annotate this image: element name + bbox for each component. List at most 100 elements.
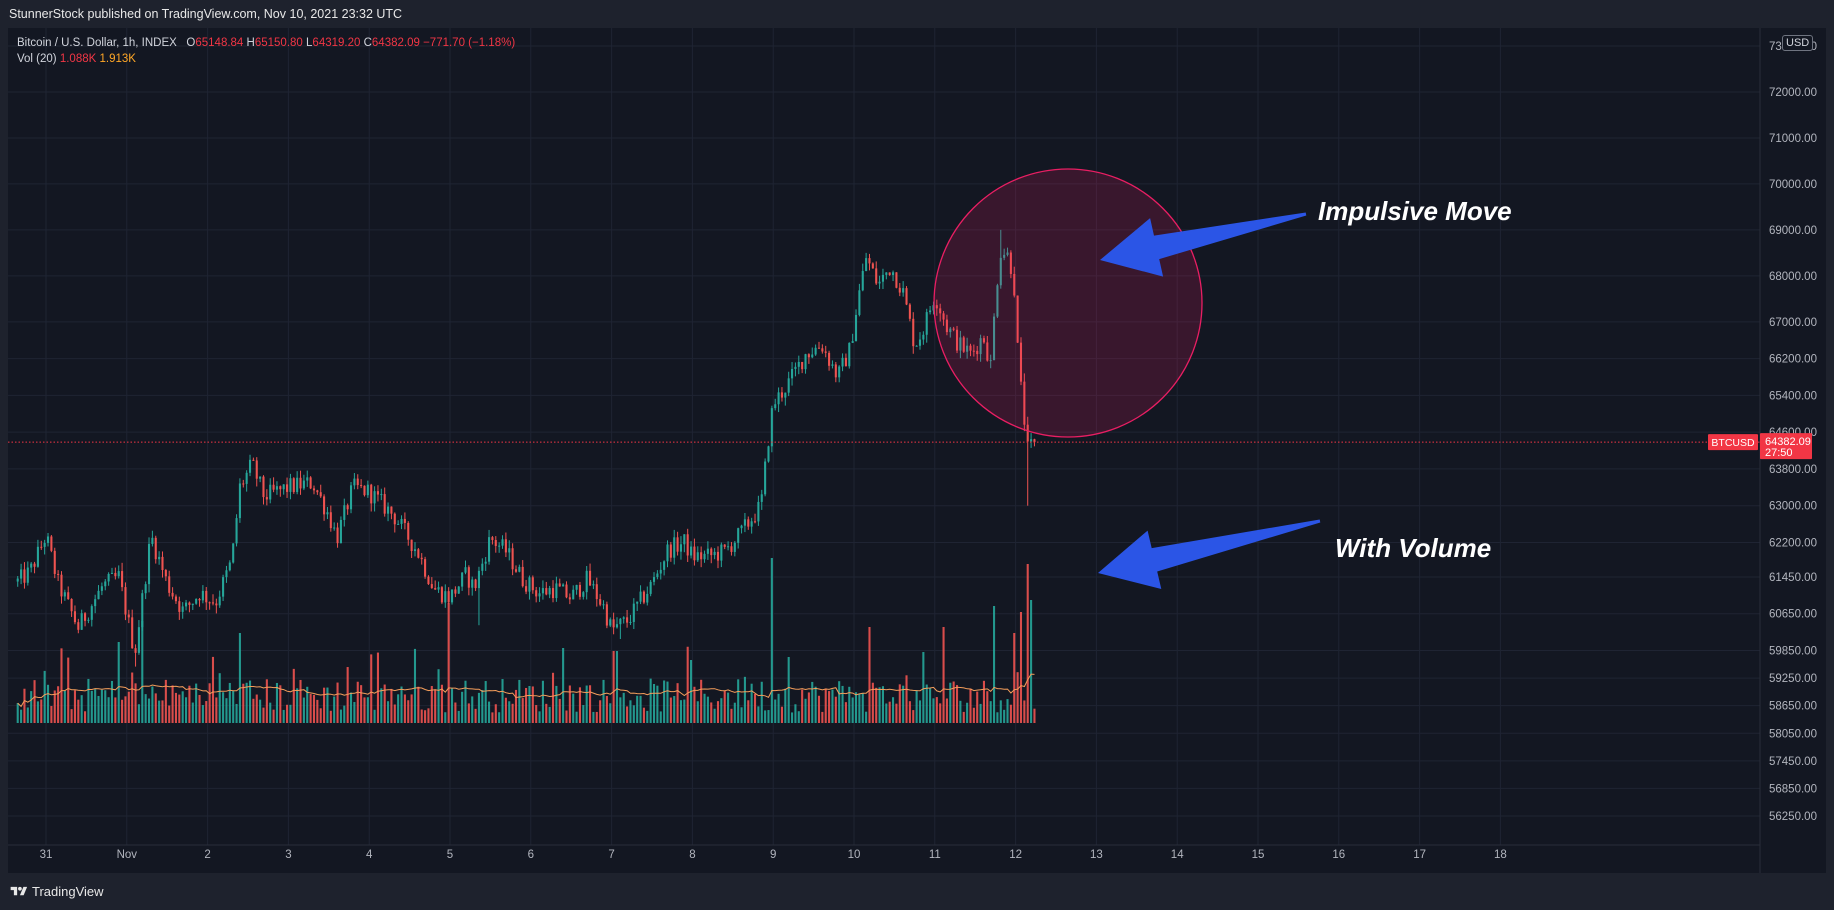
price-tick-label: 69000.00 <box>1769 225 1817 237</box>
volume-bar <box>558 698 561 723</box>
volume-bar <box>511 703 514 723</box>
candle-body <box>279 486 282 490</box>
candle-body <box>966 345 969 352</box>
candle-body <box>814 347 817 355</box>
candle-body <box>323 496 326 515</box>
volume-bar <box>107 697 110 723</box>
volume-bar <box>730 708 733 723</box>
volume-bar <box>851 697 854 723</box>
candle-body <box>969 345 972 351</box>
currency-button[interactable]: USD <box>1782 35 1814 51</box>
volume-bar <box>286 704 289 723</box>
volume-bar <box>972 707 975 723</box>
candle-body <box>225 570 228 578</box>
volume-bar <box>727 692 730 723</box>
candle-body <box>743 519 746 526</box>
header-bar: StunnerStock published on TradingView.co… <box>0 0 1834 28</box>
candle-body <box>844 357 847 367</box>
candle-body <box>484 561 487 564</box>
candle-body <box>902 288 905 293</box>
candle-body <box>622 617 625 619</box>
with-volume-label: With Volume <box>1335 533 1491 563</box>
volume-bar <box>922 652 925 723</box>
time-tick-label: 9 <box>770 849 776 861</box>
price-tick-label: 70000.00 <box>1769 179 1817 191</box>
candle-body <box>898 287 901 293</box>
volume-bar <box>275 682 278 723</box>
candle-body <box>562 584 565 587</box>
candle-body <box>787 378 790 393</box>
volume-bar <box>629 700 632 723</box>
volume-bar <box>902 685 905 723</box>
candle-body <box>248 459 252 473</box>
volume-bar <box>787 657 790 723</box>
candle-body <box>521 566 524 587</box>
time-tick-label: 17 <box>1413 849 1426 861</box>
volume-bar <box>477 692 480 723</box>
volume-bar <box>592 711 595 723</box>
candle-body <box>639 591 642 602</box>
volume-bar <box>615 651 619 723</box>
candle-body <box>94 599 97 607</box>
volume-bar <box>959 700 962 723</box>
candle-body <box>1006 252 1009 255</box>
volume-bar <box>191 702 194 723</box>
volume-bar <box>80 695 83 723</box>
volume-bar <box>716 701 720 723</box>
legend-open-label: O <box>186 37 196 49</box>
volume-bar <box>484 681 487 723</box>
volume-bar <box>538 711 541 723</box>
candle-body <box>457 586 460 594</box>
candle-body <box>922 334 925 340</box>
price-label-bg <box>1760 433 1812 460</box>
volume-bar <box>774 699 777 723</box>
candle-body <box>939 308 942 314</box>
volume-bar <box>447 603 450 723</box>
volume-bar <box>602 679 605 723</box>
candle-body <box>632 603 635 622</box>
candle-body <box>511 548 514 570</box>
price-tick-label: 63800.00 <box>1769 464 1817 476</box>
axes: 73000.0072000.0071000.0070000.0069000.00… <box>8 28 1817 873</box>
volume-bar <box>989 701 992 723</box>
candle-body <box>349 485 353 510</box>
volume-bar <box>939 703 942 723</box>
volume-bar <box>353 702 356 723</box>
volume-bar <box>326 687 329 723</box>
candle-body <box>474 579 477 589</box>
candle-body <box>40 546 43 548</box>
candle-body <box>1026 424 1029 442</box>
candle-body <box>141 593 144 628</box>
candle-body <box>87 619 90 621</box>
candle-body <box>824 351 827 353</box>
volume-bar <box>336 682 339 723</box>
candle-body <box>723 544 726 547</box>
volume-bar <box>892 697 895 723</box>
candle-body <box>501 539 504 546</box>
volume-bar <box>551 672 555 723</box>
volume-bar <box>871 682 874 723</box>
candle-body <box>46 536 50 543</box>
candle-body <box>1019 342 1023 382</box>
candle-body <box>302 480 305 489</box>
volume-ma <box>17 673 1035 708</box>
volume-bar <box>585 685 588 723</box>
candle-body <box>238 483 241 519</box>
candle-body <box>602 604 605 606</box>
candle-body <box>770 408 773 447</box>
candle-body <box>636 601 639 604</box>
time-tick-label: 16 <box>1332 849 1345 861</box>
volume-bar <box>127 691 130 723</box>
candle-body <box>504 539 507 553</box>
volume-bar <box>16 703 19 723</box>
candle-body <box>865 258 868 272</box>
volume-bar <box>508 701 511 723</box>
volume-bar <box>60 648 63 723</box>
volume-bar <box>279 685 282 723</box>
volume-bar <box>185 697 188 723</box>
candle-body <box>679 544 682 552</box>
candle-body <box>676 537 679 552</box>
candle-body <box>841 357 844 367</box>
